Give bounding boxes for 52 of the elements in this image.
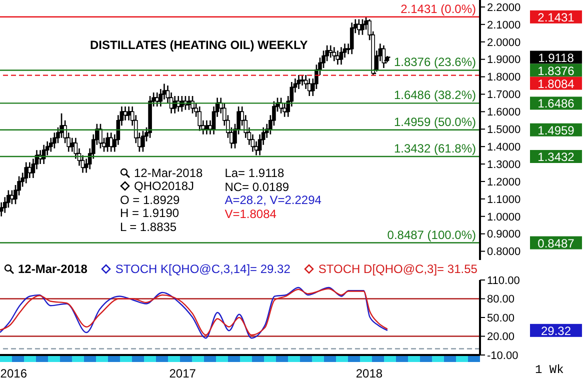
y-tick-label: 1.6000 bbox=[487, 106, 521, 119]
y-tick-label: 50.00 bbox=[487, 312, 515, 324]
y-tick-label: 80.00 bbox=[487, 294, 515, 306]
annotation: NC= 0.0189 bbox=[224, 180, 290, 194]
text: 29.32 bbox=[540, 324, 572, 338]
text: 1.8084 bbox=[538, 76, 575, 91]
text: 1.9118 bbox=[538, 50, 574, 65]
y-tick-label: 1.5000 bbox=[487, 124, 521, 136]
text: DISTILLATES (HEATING OIL) WEEKLY bbox=[90, 38, 308, 52]
ref-line-label: 0.8487 (100.0%) bbox=[387, 228, 476, 242]
y-tick-label: 2.2000 bbox=[487, 2, 521, 14]
x-tick-label: 2018 bbox=[356, 366, 383, 381]
y-tick-label: 1.7000 bbox=[487, 89, 521, 102]
annotation: La= 1.9118 bbox=[224, 166, 286, 180]
text: 0.8487 bbox=[538, 236, 575, 250]
text: 1.8376 bbox=[538, 64, 575, 78]
ref-line-label: 1.3432 (61.8%) bbox=[394, 141, 476, 156]
text: 1.4959 bbox=[538, 123, 575, 138]
legend-label: STOCH D[QHO@C,3]= 31.55 bbox=[317, 262, 478, 276]
ref-line-label: 1.4959 (50.0%) bbox=[394, 114, 476, 129]
text: 1.3432 bbox=[538, 150, 575, 164]
text: 12-Mar-2018 bbox=[17, 262, 88, 276]
y-tick-label: 1.4000 bbox=[487, 141, 521, 154]
x-tick-label: 2017 bbox=[169, 366, 196, 381]
y-tick-label: 1.2000 bbox=[487, 176, 521, 188]
annotation: V=1.8084 bbox=[224, 206, 278, 220]
y-tick-label: 0.8000 bbox=[487, 246, 521, 258]
y-tick-label: 20.00 bbox=[487, 331, 515, 344]
legend-label: STOCH K[QHO@C,3,14]= 29.32 bbox=[114, 262, 290, 276]
y-tick-label: 110.00 bbox=[487, 274, 520, 287]
y-tick-label: 2.0000 bbox=[487, 36, 521, 49]
annotation: 12-Mar-2018 bbox=[133, 166, 203, 180]
y-tick-label: 1.9000 bbox=[487, 54, 521, 66]
text: 1.6486 bbox=[538, 96, 575, 111]
annotation: H = 1.9190 bbox=[120, 206, 180, 220]
y-tick-label: 2.1000 bbox=[487, 19, 521, 32]
annotation: L = 1.8835 bbox=[120, 220, 178, 234]
y-tick-label: -10.00 bbox=[487, 350, 518, 362]
y-tick-label: 1.8000 bbox=[487, 72, 521, 84]
y-tick-label: 0.9000 bbox=[487, 228, 521, 241]
ref-line-label: 1.6486 (38.2%) bbox=[394, 88, 476, 102]
annotation: QHO2018J bbox=[133, 179, 196, 194]
text: 1 Wk bbox=[535, 363, 564, 377]
annotation: O = 1.8929 bbox=[120, 192, 181, 207]
ref-line-label: 1.8376 (23.6%) bbox=[394, 55, 476, 70]
y-tick-label: 1.3000 bbox=[487, 158, 521, 171]
y-tick-label: 1.1000 bbox=[487, 194, 521, 206]
text: 2.1431 bbox=[538, 10, 575, 24]
y-tick-label: 1.0000 bbox=[487, 211, 521, 224]
annotation: A=28.2, V=2.2294 bbox=[224, 193, 322, 207]
ref-line-label: 2.1431 (0.0%) bbox=[400, 2, 476, 16]
x-tick-label: 2016 bbox=[0, 366, 28, 381]
